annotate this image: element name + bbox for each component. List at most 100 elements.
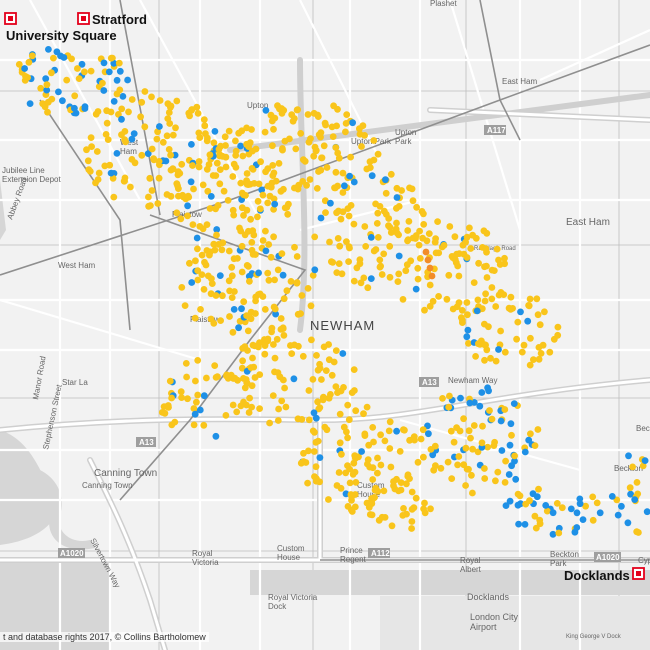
yellow-data-point [350,277,358,285]
blue-data-point [484,384,491,392]
yellow-data-point [104,136,112,144]
yellow-data-point [420,221,428,228]
yellow-data-point [535,485,542,493]
yellow-data-point [333,269,341,276]
yellow-data-point [153,135,161,143]
blue-data-point [43,86,51,94]
yellow-data-point [203,165,211,173]
yellow-data-point [262,227,269,235]
yellow-data-point [245,409,253,416]
yellow-data-point [501,479,509,486]
yellow-data-point [467,245,475,252]
yellow-data-point [243,170,251,177]
yellow-data-point [377,431,384,439]
orange-data-point [424,256,432,264]
yellow-data-point [267,183,275,191]
yellow-data-point [481,341,488,349]
yellow-data-point [193,398,200,406]
yellow-data-point [370,494,378,502]
yellow-data-point [365,441,373,449]
yellow-data-point [525,302,532,309]
yellow-data-point [191,314,199,322]
blue-data-point [130,130,138,138]
yellow-data-point [243,140,251,148]
yellow-data-point [386,445,394,452]
yellow-data-point [344,434,351,442]
yellow-data-point [287,342,294,349]
blue-data-point [105,68,113,76]
blue-data-point [525,436,533,444]
yellow-data-point [346,465,353,473]
yellow-data-point [356,260,364,268]
yellow-data-point [374,469,381,477]
yellow-data-point [419,426,427,434]
yellow-data-point [343,238,350,246]
yellow-data-point [468,471,475,479]
yellow-data-point [543,507,551,515]
yellow-data-point [181,302,189,309]
blue-data-point [505,471,513,478]
yellow-data-point [364,284,372,292]
yellow-data-point [366,158,374,166]
blue-data-point [358,448,365,455]
blue-data-point [457,394,464,402]
yellow-data-point [378,513,386,521]
yellow-data-point [421,306,428,314]
yellow-data-point [190,421,198,429]
yellow-data-point [292,145,300,153]
yellow-data-point [200,286,208,293]
yellow-data-point [589,493,597,501]
yellow-data-point [241,231,249,239]
yellow-data-point [316,360,323,368]
blue-data-point [507,420,515,428]
yellow-data-point [228,263,236,271]
label-east-ham: East Ham [566,217,610,228]
label-canning-town-station: Canning Town [82,481,133,490]
yellow-data-point [313,475,320,483]
yellow-data-point [284,210,292,218]
blue-data-point [42,75,50,83]
yellow-data-point [527,430,534,438]
blue-data-point [255,269,262,277]
yellow-data-point [309,272,317,279]
label-east-ham-station: East Ham [502,77,537,86]
label-king-george-v-dock: King George V Dock [566,634,622,640]
yellow-data-point [252,251,259,258]
yellow-data-point [633,528,641,536]
yellow-data-point [427,505,434,513]
yellow-data-point [228,272,236,280]
yellow-data-point [248,403,256,411]
yellow-data-point [243,206,251,214]
yellow-data-point [204,272,212,280]
yellow-data-point [399,512,407,519]
blue-data-point [506,497,514,505]
blue-data-point [497,417,505,425]
yellow-data-point [475,259,482,267]
yellow-data-point [380,250,388,258]
yellow-data-point [481,297,489,305]
label-upton: Upton [247,101,268,110]
blue-data-point [393,427,400,435]
yellow-data-point [239,357,247,365]
blue-data-point [21,65,28,72]
blue-data-point [412,285,420,293]
yellow-data-point [326,238,333,246]
blue-data-point [542,502,550,509]
yellow-data-point [110,193,118,201]
yellow-data-point [174,168,182,176]
yellow-data-point [350,366,358,373]
yellow-data-point [501,406,509,413]
station-docklands: Docklands [564,568,630,583]
yellow-data-point [492,477,499,485]
yellow-data-point [219,292,226,300]
yellow-data-point [247,364,255,371]
yellow-data-point [264,199,272,207]
yellow-data-point [261,340,269,348]
yellow-data-point [318,154,325,162]
yellow-data-point [232,152,240,159]
yellow-data-point [164,402,172,409]
yellow-data-point [378,271,386,278]
yellow-data-point [626,484,634,492]
yellow-data-point [256,405,263,412]
